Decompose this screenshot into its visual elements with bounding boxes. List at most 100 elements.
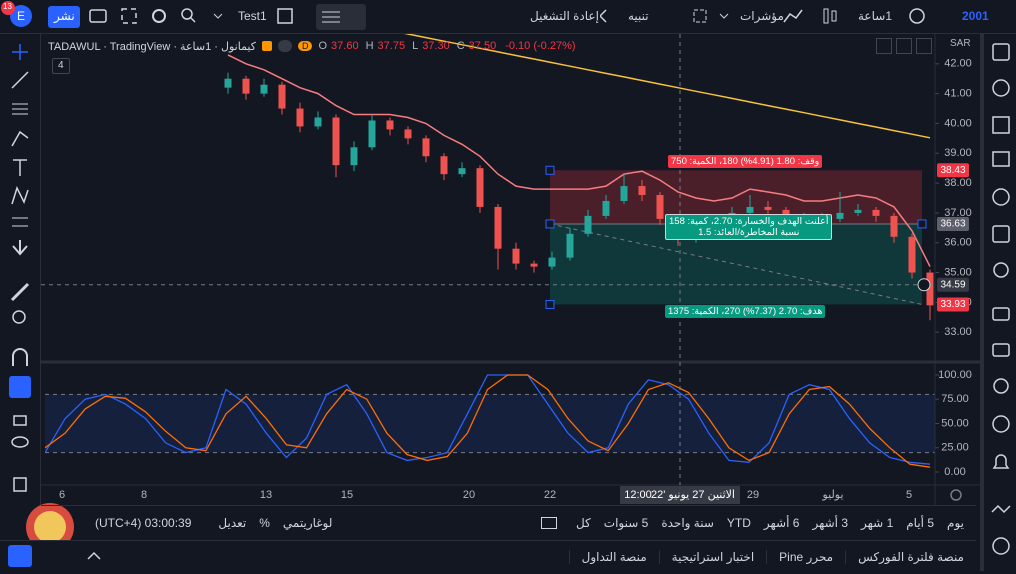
crosshair-plus[interactable]: [917, 278, 931, 292]
search-icon[interactable]: [181, 8, 193, 20]
range-button[interactable]: 5 سنوات: [603, 516, 649, 530]
news-icon[interactable]: [992, 151, 1010, 167]
chart-legend: كيمانول · 1ساعة · TADAWUL · TradingView …: [48, 38, 576, 54]
currency: SAR: [950, 38, 971, 49]
oscillator-line: [45, 374, 931, 468]
eye-toggle[interactable]: [277, 40, 292, 52]
pattern-tool[interactable]: [11, 186, 29, 205]
help-icon[interactable]: [992, 537, 1010, 555]
trend-line-tool[interactable]: [11, 71, 29, 89]
candle-body: [242, 78, 250, 94]
ohlc-value: 37.30: [422, 40, 450, 52]
pane-button[interactable]: [876, 38, 892, 54]
range-button[interactable]: سنة واحدة: [661, 516, 714, 530]
magnet-tool[interactable]: [12, 348, 28, 366]
price-tick-label: 39.00: [944, 147, 972, 159]
candle-body: [548, 257, 556, 267]
ideas-icon[interactable]: [993, 262, 1009, 278]
position-handle[interactable]: [545, 219, 555, 229]
scale-percent[interactable]: %: [259, 516, 270, 530]
publish-label[interactable]: نشر: [54, 9, 75, 23]
avatar[interactable]: [10, 5, 32, 27]
range-button[interactable]: 5 أيام: [906, 516, 935, 530]
position-handle[interactable]: [917, 219, 927, 229]
candle-body: [386, 120, 394, 130]
snapshot-icon[interactable]: [89, 9, 107, 23]
trading-panel-icon[interactable]: [991, 504, 1011, 514]
pane-button[interactable]: [916, 38, 932, 54]
range-button[interactable]: يوم: [947, 516, 964, 530]
ruler-tool[interactable]: [10, 282, 30, 302]
indicators-icon: [783, 9, 803, 23]
alert-button[interactable]: تنبيه: [628, 9, 649, 23]
templates-icon[interactable]: [693, 9, 707, 23]
add-symbol-icon[interactable]: [909, 8, 925, 24]
layout-icon[interactable]: [277, 8, 293, 24]
flag-icon[interactable]: [261, 41, 272, 51]
calendar-icon[interactable]: [992, 225, 1010, 243]
position-handle[interactable]: [545, 165, 555, 175]
time-label: 5: [906, 489, 912, 501]
price-tick-label: 36.00: [944, 237, 972, 249]
brush-tool[interactable]: [11, 130, 29, 147]
scale-adjust[interactable]: تعديل: [218, 516, 247, 530]
candle-body: [530, 263, 538, 267]
range-buttons: يوم 5 أيام 1 شهر 3 أشهر 6 أشهر YTD سنة واحدة 5 …: [540, 506, 964, 540]
delete-tool[interactable]: [13, 477, 27, 492]
publish-button[interactable]: [48, 6, 80, 28]
symbol-button[interactable]: 2001: [962, 9, 989, 23]
fullscreen-icon[interactable]: [121, 8, 137, 24]
candle-type-icon[interactable]: [823, 8, 829, 24]
footer-tab[interactable]: محرر Pine: [766, 549, 845, 564]
lock-tool[interactable]: [13, 415, 27, 426]
footer-tab[interactable]: منصة فلترة الفوركس: [845, 549, 976, 564]
hotlists-icon[interactable]: [992, 188, 1010, 206]
indicator-count[interactable]: 4: [52, 58, 70, 74]
scale-log[interactable]: لوغاريتمي: [282, 516, 333, 530]
candle-body: [836, 212, 844, 219]
interval-button[interactable]: 1ساعة: [858, 9, 892, 23]
signals-icon[interactable]: [993, 378, 1009, 394]
footer-tab[interactable]: منصة التداول: [568, 549, 659, 564]
alerts-icon[interactable]: [992, 79, 1010, 97]
chats-icon[interactable]: [992, 307, 1010, 321]
collapse-button[interactable]: [86, 549, 102, 563]
time-label: 15: [341, 489, 353, 501]
replay-button[interactable]: إعادة التشغيل: [530, 9, 599, 23]
candle-body: [764, 206, 772, 210]
broadcast-icon[interactable]: [992, 415, 1010, 433]
layout-chevron[interactable]: [213, 13, 223, 19]
ohlc-value: 37.50: [468, 40, 497, 52]
stay-in-drawing-mode[interactable]: [9, 376, 31, 398]
indicator-line: [227, 54, 931, 267]
settings-icon[interactable]: [152, 9, 166, 23]
footer-panel: منصة فلترة الفوركس محرر Pine اختبار استرات…: [0, 540, 976, 572]
time-label: 8: [141, 489, 147, 501]
zoom-tool[interactable]: [12, 310, 26, 324]
position-handle[interactable]: [545, 299, 555, 309]
layout-name[interactable]: Test1: [238, 9, 267, 23]
range-button[interactable]: 3 أشهر: [812, 516, 849, 530]
price-tick-label: 35.00: [944, 266, 972, 278]
range-button[interactable]: 6 أشهر: [763, 516, 800, 530]
footer-tab[interactable]: اختبار استراتيجية: [658, 549, 767, 564]
drawing-toolbar-toggle[interactable]: [316, 4, 366, 30]
data-window-icon[interactable]: [992, 116, 1010, 134]
notifications-icon[interactable]: [992, 454, 1010, 469]
settings-icon[interactable]: [950, 489, 962, 501]
compare-range-icon[interactable]: [540, 517, 557, 529]
ohlc-key: H: [365, 40, 374, 52]
indicator-line: [404, 34, 931, 139]
indicators-button[interactable]: مؤشرات: [740, 9, 784, 23]
hide-tool[interactable]: [11, 436, 29, 448]
time-cursor-box: [620, 486, 740, 504]
osc-tick-label: 25.00: [941, 442, 969, 454]
chat-button[interactable]: [8, 545, 32, 567]
pane-button[interactable]: [896, 38, 912, 54]
range-button[interactable]: YTD: [726, 516, 751, 530]
range-button[interactable]: كل: [575, 516, 591, 530]
watchlist-icon[interactable]: [992, 43, 1010, 61]
range-button[interactable]: 1 شهر: [861, 516, 894, 530]
streams-icon[interactable]: [992, 343, 1010, 357]
